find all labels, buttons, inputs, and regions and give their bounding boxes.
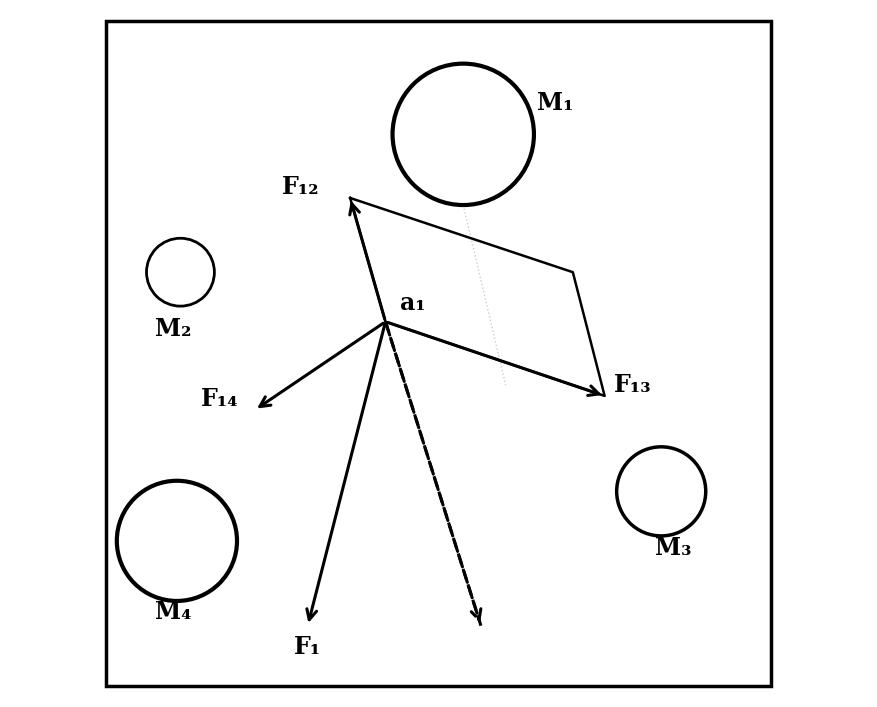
Text: F₁₂: F₁₂	[282, 175, 319, 199]
Text: a₁: a₁	[400, 291, 425, 315]
Text: M₄: M₄	[155, 600, 192, 624]
Circle shape	[117, 481, 237, 601]
Text: M₁: M₁	[537, 90, 574, 115]
Text: F₁₃: F₁₃	[614, 373, 652, 397]
Text: M₃: M₃	[655, 536, 691, 560]
Text: M₂: M₂	[155, 317, 192, 341]
Text: F₁₄: F₁₄	[201, 387, 239, 411]
Text: F₁: F₁	[294, 635, 321, 659]
Circle shape	[146, 238, 214, 306]
Circle shape	[617, 447, 706, 536]
Circle shape	[393, 64, 534, 205]
